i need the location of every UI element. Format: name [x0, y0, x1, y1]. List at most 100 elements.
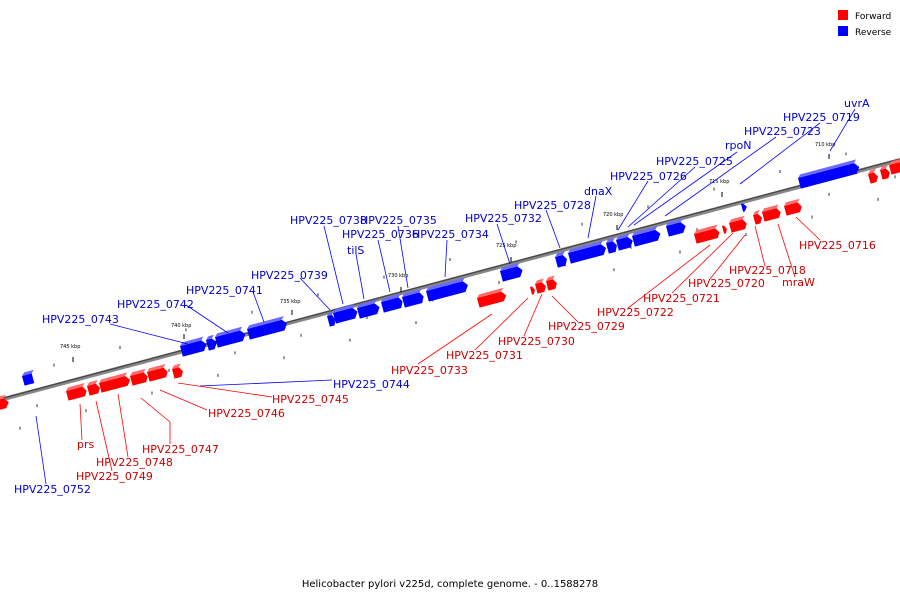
gene-label[interactable]: HPV225_0718: [729, 264, 806, 277]
reverse-gene-labels: HPV225_0743 HPV225_0742 HPV225_0741 HPV2…: [14, 97, 870, 496]
gene-arrow[interactable]: [98, 372, 131, 393]
gene-label[interactable]: HPV225_0746: [208, 407, 285, 420]
gene-label[interactable]: uvrA: [844, 97, 870, 110]
gene-label[interactable]: HPV225_0745: [272, 393, 349, 406]
gene-label[interactable]: HPV225_0721: [643, 292, 720, 305]
gene-arrow[interactable]: [499, 262, 524, 282]
gene-arrow[interactable]: [171, 363, 184, 379]
tick-label: 740 kbp: [171, 323, 191, 329]
gene-arrow[interactable]: [21, 369, 37, 386]
genome-axis: [0, 158, 900, 402]
gene-label[interactable]: HPV225_0735: [360, 214, 437, 227]
gene-label[interactable]: HPV225_0742: [117, 298, 194, 311]
gene-label[interactable]: HPV225_0730: [498, 335, 575, 348]
gene-arrow[interactable]: [356, 299, 381, 319]
legend-label-forward: Forward: [855, 12, 891, 22]
tick-label: 715 kbp: [709, 179, 729, 185]
gene-arrow[interactable]: [545, 275, 558, 291]
gene-label[interactable]: HPV225_0731: [446, 349, 523, 362]
gene-label[interactable]: HPV225_0738: [290, 214, 367, 227]
gene-label[interactable]: HPV225_0716: [799, 239, 876, 252]
gene-label[interactable]: HPV225_0733: [391, 364, 468, 377]
tick-label: 745 kbp: [60, 344, 80, 350]
gene-label[interactable]: HPV225_0729: [548, 320, 625, 333]
gene-label[interactable]: HPV225_0723: [744, 125, 821, 138]
gene-arrow[interactable]: [752, 210, 763, 225]
gene-label[interactable]: HPV225_0747: [142, 443, 219, 456]
gene-label[interactable]: HPV225_0732: [465, 212, 542, 225]
gene-arrow[interactable]: [554, 251, 568, 268]
gene-arrow[interactable]: [530, 286, 536, 295]
tick-label: 720 kbp: [603, 212, 623, 218]
gene-arrow[interactable]: [86, 380, 101, 396]
gene-arrow[interactable]: [783, 198, 803, 216]
gene-arrow[interactable]: [0, 394, 10, 411]
legend: Forward Reverse: [838, 10, 892, 38]
gene-label[interactable]: prs: [77, 438, 95, 451]
gene-arrow[interactable]: [129, 368, 149, 386]
gene-arrow[interactable]: [693, 224, 721, 244]
gene-arrow[interactable]: [741, 203, 748, 212]
kbp-tick-marks: [72, 154, 830, 362]
tick-label: 735 kbp: [280, 299, 300, 305]
reverse-leader-lines: [35, 108, 856, 485]
gene-label[interactable]: HPV225_0736: [342, 228, 419, 241]
gene-label[interactable]: HPV225_0728: [514, 199, 591, 212]
gene-label[interactable]: HPV225_0743: [42, 313, 119, 326]
gene-label[interactable]: dnaX: [584, 185, 613, 198]
tick-label: 710 kbp: [815, 142, 835, 148]
tick-label: 730 kbp: [388, 273, 408, 279]
gene-arrow[interactable]: [476, 287, 507, 308]
minor-ticks: [19, 152, 896, 430]
gene-arrow[interactable]: [665, 218, 687, 237]
gene-label[interactable]: HPV225_0722: [597, 306, 674, 319]
gene-label[interactable]: tilS: [347, 244, 364, 257]
gene-arrow[interactable]: [615, 233, 634, 251]
legend-swatch-reverse: [838, 26, 848, 36]
gene-arrow[interactable]: [214, 326, 247, 348]
gene-label[interactable]: HPV225_0720: [688, 277, 765, 290]
gene-arrow[interactable]: [332, 304, 359, 324]
gene-arrow[interactable]: [797, 159, 861, 189]
gene-arrow[interactable]: [146, 363, 169, 382]
gene-arrow[interactable]: [246, 316, 288, 340]
gene-label[interactable]: rpoN: [725, 139, 751, 152]
gene-arrow[interactable]: [567, 240, 607, 264]
gene-label[interactable]: HPV225_0725: [656, 155, 733, 168]
gene-label[interactable]: HPV225_0749: [76, 470, 153, 483]
gene-arrow[interactable]: [401, 288, 425, 308]
gene-arrow[interactable]: [534, 278, 547, 294]
gene-label[interactable]: mraW: [782, 276, 815, 289]
gene-arrow[interactable]: [879, 164, 891, 180]
gene-arrow[interactable]: [631, 226, 662, 247]
gene-arrow[interactable]: [722, 225, 728, 234]
gene-label[interactable]: HPV225_0739: [251, 269, 328, 282]
gene-arrow[interactable]: [867, 168, 879, 184]
gene-arrow[interactable]: [761, 204, 782, 222]
gene-label[interactable]: HPV225_0744: [333, 378, 410, 391]
tick-label: 725 kbp: [496, 243, 516, 249]
gene-arrow[interactable]: [380, 293, 404, 313]
legend-swatch-forward: [838, 10, 848, 20]
gene-label[interactable]: HPV225_0748: [96, 456, 173, 469]
gene-label[interactable]: HPV225_0719: [783, 111, 860, 124]
gene-arrow[interactable]: [605, 237, 618, 254]
gene-label[interactable]: HPV225_0752: [14, 483, 91, 496]
forward-leader-lines: [79, 216, 821, 472]
kbp-tick-labels: 745 kbp 740 kbp 735 kbp 730 kbp 725 kbp …: [60, 142, 835, 350]
reverse-genes: [21, 159, 861, 386]
forward-gene-labels: HPV225_0745 HPV225_0746 HPV225_0747 prs …: [76, 239, 876, 483]
gene-arrow[interactable]: [326, 311, 337, 327]
forward-genes: [0, 157, 900, 411]
gene-arrow[interactable]: [728, 215, 748, 233]
gene-arrow[interactable]: [65, 382, 88, 401]
gene-arrow[interactable]: [179, 336, 208, 357]
gene-label[interactable]: HPV225_0726: [610, 170, 687, 183]
gene-arrow[interactable]: [888, 157, 900, 175]
gene-label[interactable]: HPV225_0741: [186, 284, 263, 297]
gene-arrow[interactable]: [205, 334, 218, 351]
gene-arrow[interactable]: [425, 277, 469, 302]
gene-label[interactable]: HPV225_0734: [412, 228, 489, 241]
